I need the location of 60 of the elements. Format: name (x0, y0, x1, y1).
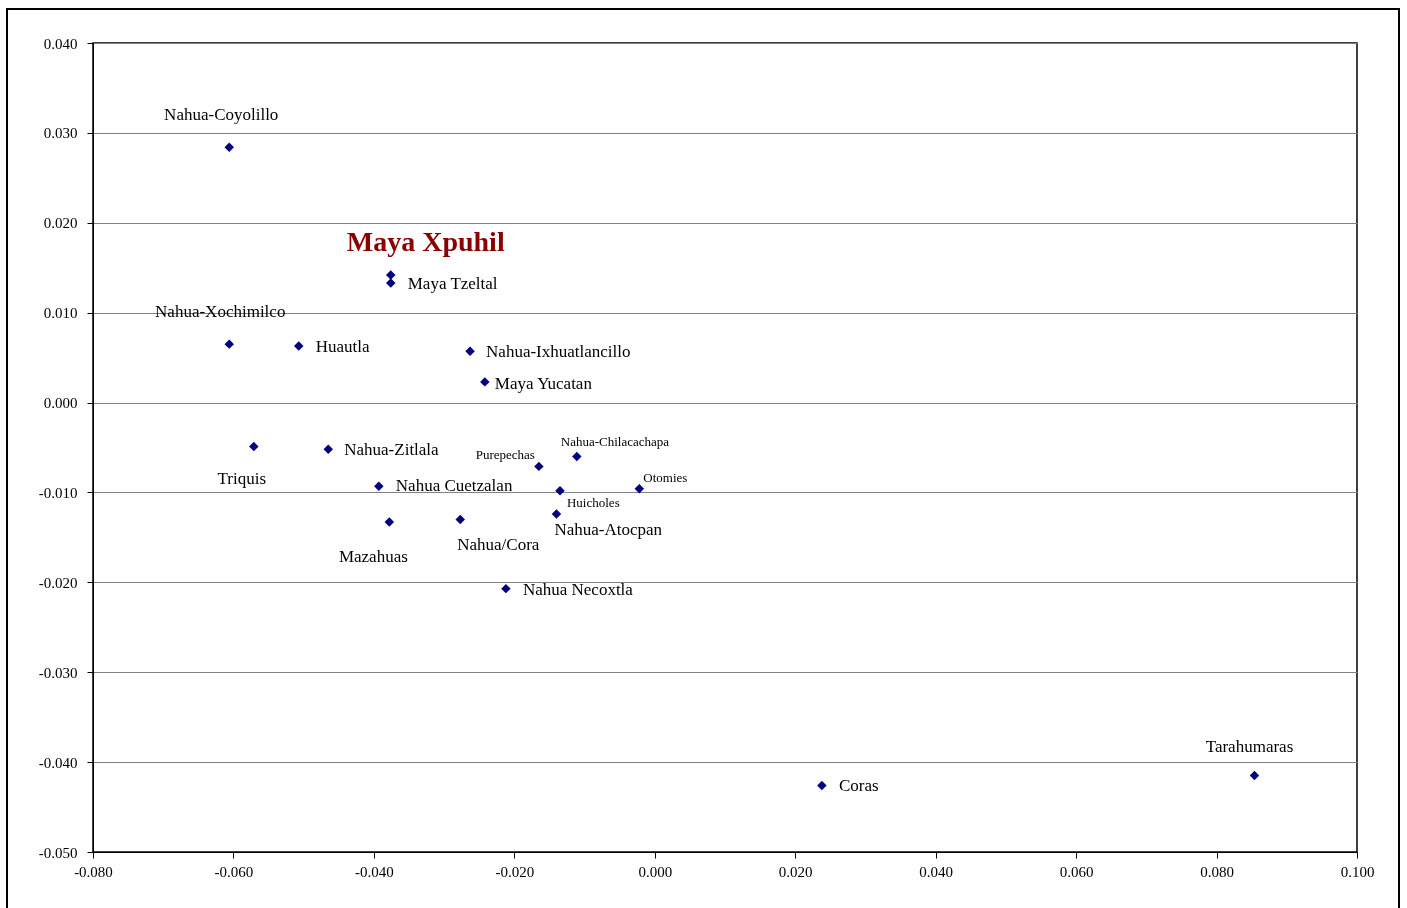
point (374, 481, 384, 491)
x-tick-label: 0.040 (919, 863, 954, 880)
y-tick-label: -0.020 (38, 574, 78, 591)
y-tick-label: 0.030 (43, 125, 78, 142)
annotation: Nahua-Coyolillo (164, 105, 279, 125)
point (323, 444, 333, 455)
point (534, 461, 544, 472)
point (634, 484, 645, 494)
y-tick-label: -0.010 (38, 484, 78, 501)
point (455, 514, 466, 525)
annotation: Purepechas (475, 447, 535, 463)
annotation: Nahua Necoxtla (522, 579, 634, 599)
x-tick-label: -0.040 (355, 863, 394, 880)
annotation: Tarahumaras (1205, 736, 1294, 756)
point (572, 451, 582, 462)
y-tick-label: 0.020 (43, 215, 78, 232)
annotation: Huautla (315, 336, 371, 356)
point (480, 377, 490, 387)
y-tick-label: -0.040 (38, 754, 78, 771)
annotation: Mazahuas (338, 547, 408, 567)
x-tick-label: -0.060 (214, 863, 254, 880)
point (386, 278, 396, 288)
x-tick-label: 0.060 (1059, 863, 1094, 880)
point (249, 441, 259, 452)
annotation: Nahua-Xochimilco (155, 302, 286, 322)
point (224, 142, 234, 153)
y-tick-label: -0.050 (38, 844, 78, 861)
annotation: Maya Yucatan (494, 373, 593, 393)
annotation: Nahua-Chilacachapa (560, 434, 670, 450)
annotation: Nahua-Zitlala (344, 440, 440, 460)
annotation: Nahua Cuetzalan (395, 476, 513, 496)
annotation: Nahua/Cora (457, 535, 540, 555)
point (551, 509, 562, 519)
point (1249, 770, 1260, 781)
x-tick-label: -0.020 (495, 863, 535, 880)
x-tick-label: 0.100 (1340, 863, 1375, 880)
annotation: Coras (838, 776, 879, 796)
point (555, 485, 565, 496)
y-tick-label: 0.000 (43, 395, 78, 412)
x-tick-label: 0.020 (778, 863, 813, 880)
y-tick-label: 0.010 (43, 305, 78, 322)
point (817, 780, 827, 791)
annotation: Nahua-Ixhuatlancillo (486, 342, 631, 362)
annotation: Huicholes (566, 494, 620, 510)
point (386, 270, 396, 280)
annotation: Triquis (217, 468, 267, 488)
point (465, 346, 475, 357)
point (501, 583, 511, 594)
x-tick-label: 0.000 (638, 863, 673, 880)
annotation: Nahua-Atocpan (554, 520, 663, 540)
x-tick-label: -0.080 (74, 863, 113, 880)
point (384, 517, 395, 527)
annotation: Maya Xpuhil (346, 225, 505, 257)
annotation: Maya Tzeltal (407, 274, 498, 293)
point (224, 339, 234, 349)
y-tick-label: -0.030 (38, 664, 78, 681)
point (294, 341, 304, 351)
x-tick-label: 0.080 (1200, 863, 1234, 880)
annotation: Otomies (643, 469, 688, 485)
y-tick-label: 0.040 (43, 35, 78, 52)
